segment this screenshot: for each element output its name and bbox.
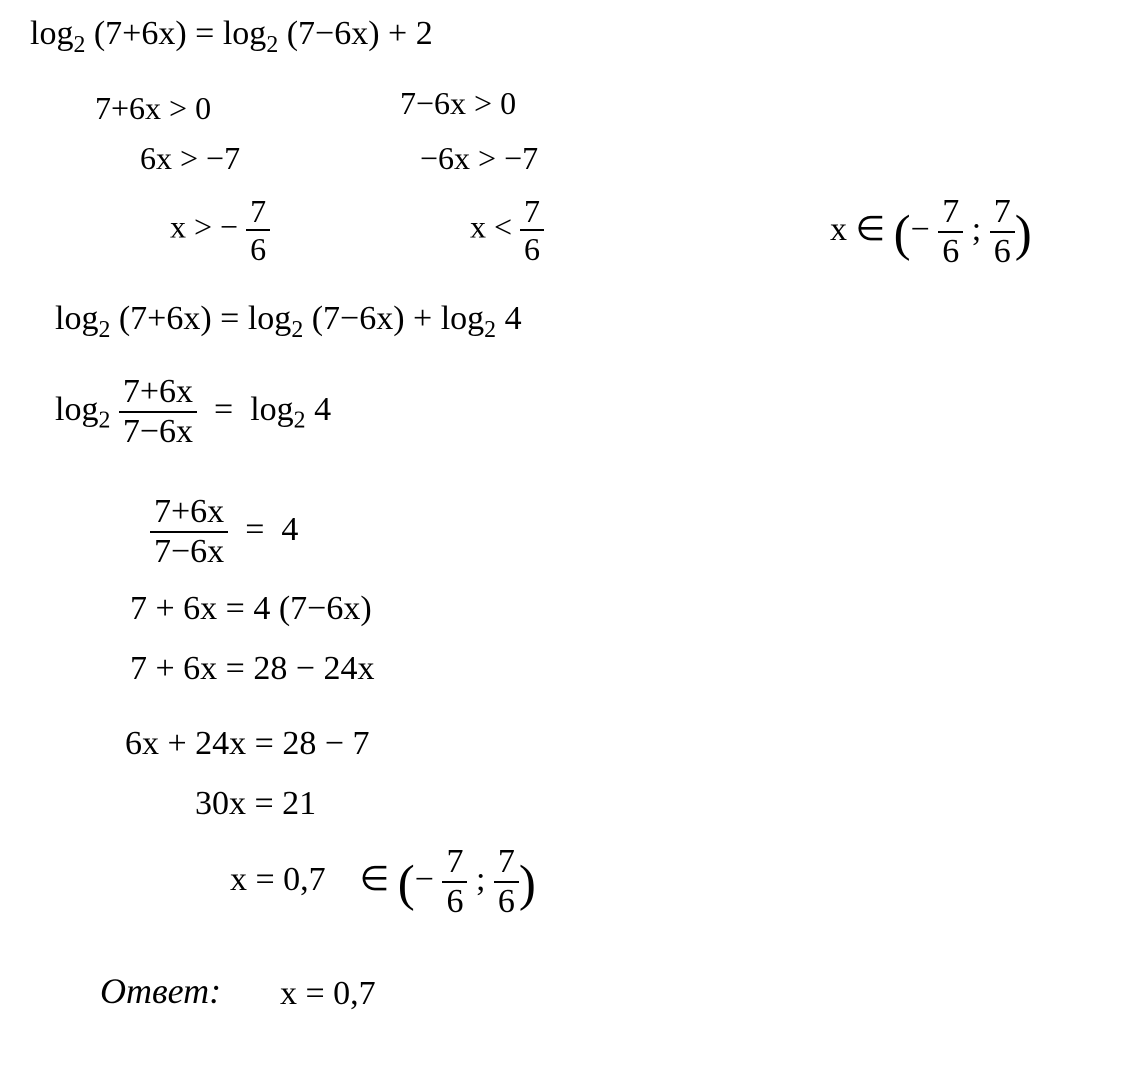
equation-step-2: log2 (7+6x) = log2 (7−6x) + log2 4 bbox=[55, 300, 522, 344]
equation-original: log2 (7+6x) = log2 (7−6x) + 2 bbox=[30, 15, 433, 59]
equation-step-7: 6x + 24x = 28 − 7 bbox=[125, 725, 370, 763]
domain-cond-1b: 6x > −7 bbox=[140, 140, 240, 177]
equation-step-5: 7 + 6x = 4 (7−6x) bbox=[130, 590, 372, 628]
domain-cond-1c: x > − 76 bbox=[170, 195, 270, 265]
equation-step-9: x = 0,7 ∈ (− 76 ; 76) bbox=[230, 845, 536, 919]
equation-step-3: log2 7+6x7−6x = log2 4 bbox=[55, 375, 331, 449]
equation-step-6: 7 + 6x = 28 − 24x bbox=[130, 650, 375, 688]
math-worksheet: log2 (7+6x) = log2 (7−6x) + 2 7+6x > 0 6… bbox=[0, 0, 1122, 1090]
answer-value: x = 0,7 bbox=[280, 975, 376, 1013]
domain-cond-2b: −6x > −7 bbox=[420, 140, 538, 177]
domain-interval: x ∈ (− 76 ; 76) bbox=[830, 195, 1032, 269]
equation-step-4: 7+6x7−6x = 4 bbox=[150, 495, 298, 569]
answer-label: Ответ: bbox=[100, 970, 221, 1012]
domain-cond-1a: 7+6x > 0 bbox=[95, 90, 211, 127]
domain-cond-2a: 7−6x > 0 bbox=[400, 85, 516, 122]
domain-cond-2c: x < 76 bbox=[470, 195, 544, 265]
equation-step-8: 30x = 21 bbox=[195, 785, 316, 823]
